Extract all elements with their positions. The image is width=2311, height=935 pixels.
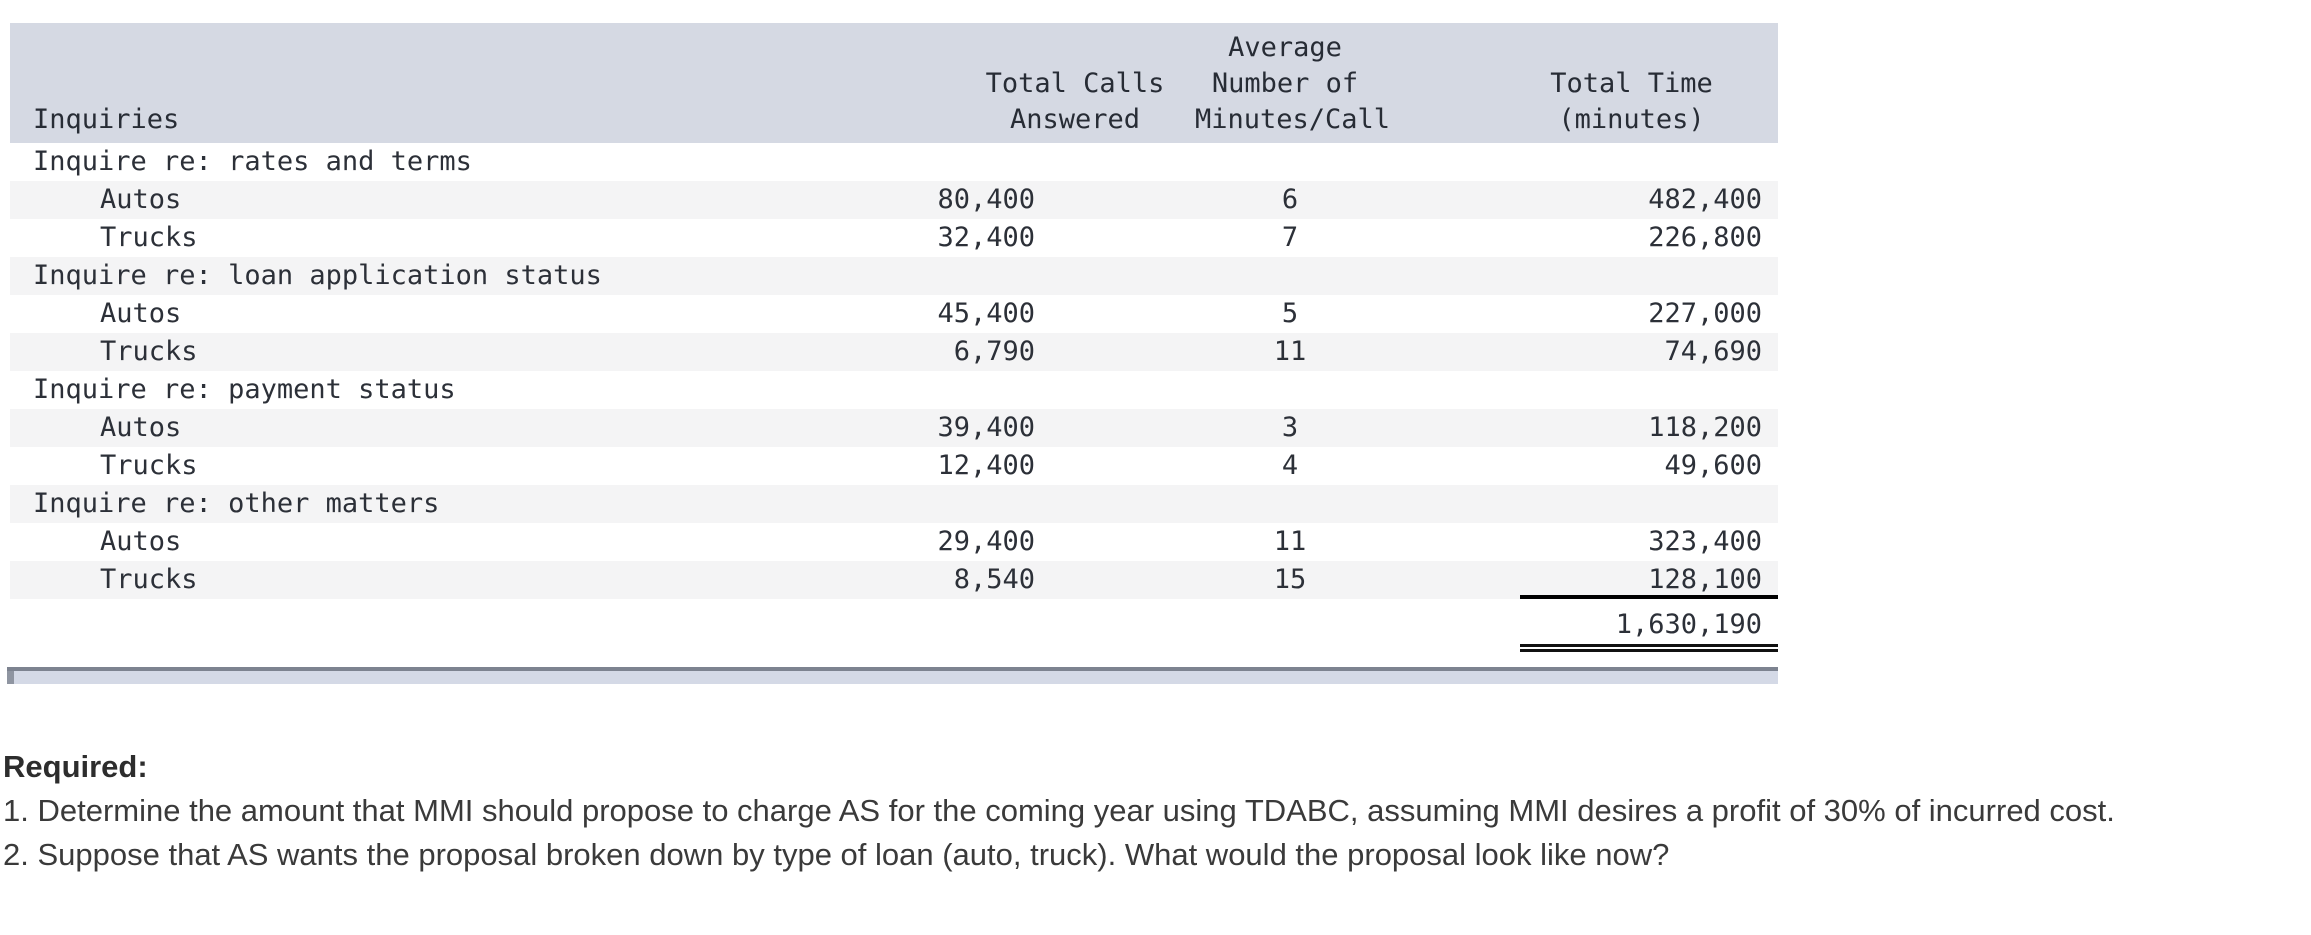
cell-total-time: 128,100 bbox=[1415, 561, 1778, 599]
cell-total-calls bbox=[905, 371, 1195, 409]
cell-inquiry-label: Autos bbox=[100, 298, 182, 329]
cell-total-time: 118,200 bbox=[1648, 412, 1762, 443]
table-row: Trucks 8,540 15 128,100 bbox=[10, 561, 1778, 599]
cell-inquiry-label: Inquire re: loan application status bbox=[33, 260, 602, 291]
cell-total-time: 323,400 bbox=[1648, 526, 1762, 557]
cell-minutes-per-call: 15 bbox=[1273, 564, 1307, 595]
cell-inquiry-label: Inquire re: payment status bbox=[33, 374, 456, 405]
required-section: Required: 1. Determine the amount that M… bbox=[3, 745, 2309, 877]
table-header-row: Inquiries Total Calls Answered Average N… bbox=[10, 23, 1778, 143]
cell-minutes-per-call: 11 bbox=[1273, 336, 1307, 367]
table-section-row: Inquire re: payment status bbox=[10, 371, 1778, 409]
header-average-minutes-per-call: Average Number of Minutes/Call bbox=[1195, 32, 1391, 135]
horizontal-scrollbar-thumb[interactable] bbox=[7, 671, 14, 684]
cell-minutes-per-call: 6 bbox=[1281, 184, 1299, 215]
table-row: Trucks 32,400 7 226,800 bbox=[10, 219, 1778, 257]
question-2: 2. Suppose that AS wants the proposal br… bbox=[3, 837, 1670, 872]
cell-total-time: 227,000 bbox=[1648, 298, 1762, 329]
header-total-time-minutes: Total Time (minutes) bbox=[1550, 68, 1713, 135]
cell-minutes-per-call bbox=[1195, 143, 1415, 181]
header-inquiries: Inquiries bbox=[33, 104, 180, 135]
table-row: Autos 39,400 3 118,200 bbox=[10, 409, 1778, 447]
cell-inquiry-label: Autos bbox=[100, 412, 182, 443]
cell-minutes-per-call: 11 bbox=[1273, 526, 1307, 557]
cell-total-calls: 39,400 bbox=[937, 412, 1035, 443]
cell-total-time: 482,400 bbox=[1648, 184, 1762, 215]
cell-inquiry-label: Trucks bbox=[100, 564, 198, 595]
cell-total-time bbox=[1415, 143, 1778, 181]
table-row: Autos 80,400 6 482,400 bbox=[10, 181, 1778, 219]
cell-total-time: 49,600 bbox=[1664, 450, 1762, 481]
cell-total-calls: 80,400 bbox=[937, 184, 1035, 215]
cell-total-time bbox=[1415, 485, 1778, 523]
cell-inquiry-label: Autos bbox=[100, 184, 182, 215]
table-row: Trucks 12,400 4 49,600 bbox=[10, 447, 1778, 485]
cell-total-calls: 6,790 bbox=[953, 336, 1035, 367]
question-1: 1. Determine the amount that MMI should … bbox=[3, 793, 2115, 828]
cell-inquiry-label: Inquire re: other matters bbox=[33, 488, 440, 519]
cell-minutes-per-call: 4 bbox=[1281, 450, 1299, 481]
cell-minutes-per-call: 7 bbox=[1281, 222, 1299, 253]
table-total-row: 1,630,190 bbox=[10, 599, 1778, 653]
cell-total-calls: 12,400 bbox=[937, 450, 1035, 481]
table-section-row: Inquire re: loan application status bbox=[10, 257, 1778, 295]
cell-minutes-per-call: 5 bbox=[1281, 298, 1299, 329]
cell-inquiry-label: Autos bbox=[100, 526, 182, 557]
cell-minutes-per-call: 3 bbox=[1281, 412, 1299, 443]
table-section-row: Inquire re: other matters bbox=[10, 485, 1778, 523]
header-total-calls-answered: Total Calls Answered bbox=[985, 68, 1165, 135]
cell-inquiry-label: Inquire re: rates and terms bbox=[33, 146, 472, 177]
cell-total-time: 226,800 bbox=[1648, 222, 1762, 253]
horizontal-scrollbar-track[interactable] bbox=[7, 667, 1778, 684]
table-row: Autos 45,400 5 227,000 bbox=[10, 295, 1778, 333]
cell-total-time bbox=[1415, 371, 1778, 409]
cell-total-calls: 29,400 bbox=[937, 526, 1035, 557]
table-row: Trucks 6,790 11 74,690 bbox=[10, 333, 1778, 371]
cell-inquiry-label: Trucks bbox=[100, 222, 198, 253]
table-row: Autos 29,400 11 323,400 bbox=[10, 523, 1778, 561]
table-section-row: Inquire re: rates and terms bbox=[10, 143, 1778, 181]
inquiries-table: Inquiries Total Calls Answered Average N… bbox=[10, 23, 1778, 653]
cell-total-calls bbox=[905, 143, 1195, 181]
cell-inquiry-label: Trucks bbox=[100, 336, 198, 367]
required-heading: Required: bbox=[3, 749, 148, 784]
cell-total-calls: 45,400 bbox=[937, 298, 1035, 329]
cell-total-time: 74,690 bbox=[1664, 336, 1762, 367]
cell-minutes-per-call bbox=[1195, 257, 1415, 295]
cell-total-time bbox=[1415, 257, 1778, 295]
cell-total-calls bbox=[905, 257, 1195, 295]
cell-inquiry-label: Trucks bbox=[100, 450, 198, 481]
cell-minutes-per-call bbox=[1195, 371, 1415, 409]
cell-minutes-per-call bbox=[1195, 485, 1415, 523]
cell-total-calls: 8,540 bbox=[953, 564, 1035, 595]
cell-total-calls: 32,400 bbox=[937, 222, 1035, 253]
cell-grand-total: 1,630,190 bbox=[1415, 599, 1778, 653]
cell-total-calls bbox=[905, 485, 1195, 523]
